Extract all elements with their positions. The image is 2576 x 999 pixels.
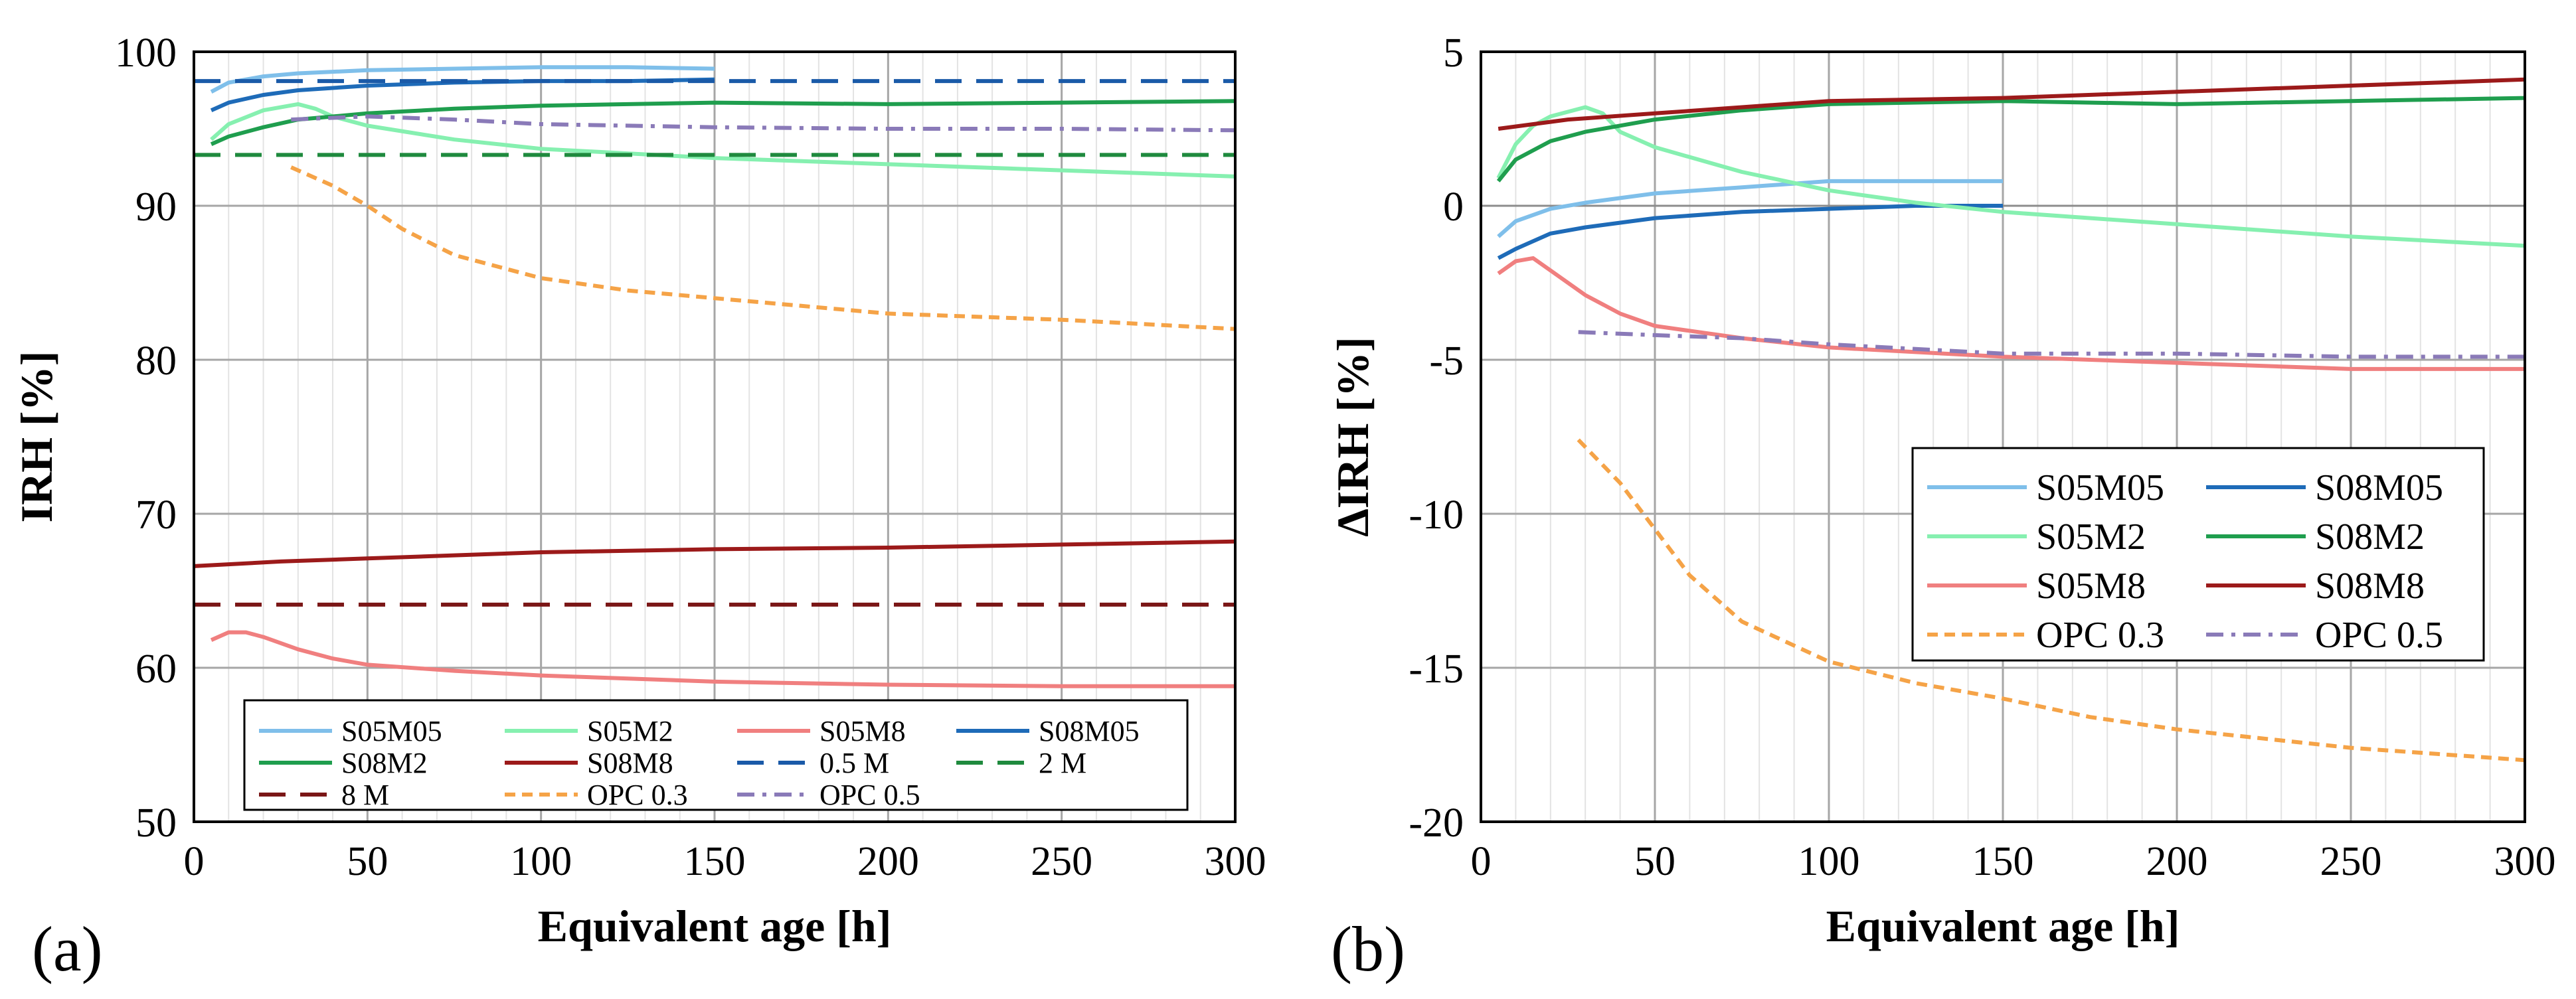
legend-box (1911, 447, 2485, 662)
x-tick-label: 0 (1471, 839, 1492, 884)
x-tick-label: 200 (857, 839, 919, 884)
legend-item-opc-0-3: OPC 0.3 (1927, 615, 2164, 656)
x-tick-label: 300 (1205, 839, 1266, 884)
series-line-s08m05 (1497, 204, 2003, 260)
legend-label: S08M2 (2315, 516, 2425, 558)
series-line-s05m8 (1497, 256, 2525, 371)
x-tick-label: 0 (184, 839, 205, 884)
x-tick-label: 250 (1031, 839, 1092, 884)
y-tick-label: 100 (115, 31, 177, 76)
legend-item-s08m2: S08M2 (259, 747, 428, 779)
panel-label: (a) (32, 913, 103, 984)
y-tick-label: 80 (135, 339, 177, 384)
series-line-s08m2 (1496, 96, 2526, 183)
y-tick-label: 5 (1443, 31, 1464, 76)
legend-label: S08M05 (1039, 715, 1140, 747)
y-tick-label: 60 (135, 647, 177, 692)
legend: S05M05 S05M2 S05M8 S08M05 S08M2 S08M8 0.5 M 2 M… (243, 699, 1189, 811)
legend-item-s08m8: S08M8 (505, 747, 673, 779)
series-line-s08m05 (210, 77, 715, 112)
legend-label: S05M05 (341, 715, 442, 747)
y-axis-label: IRH [%] (11, 351, 62, 523)
legend-label: OPC 0.3 (2036, 615, 2164, 656)
series-line-s05m2 (210, 102, 1236, 179)
series-line-opc-0-3 (290, 165, 1236, 331)
legend-label: S08M2 (341, 747, 428, 779)
x-tick-label: 50 (1634, 839, 1675, 884)
plot-frame (1480, 50, 2526, 823)
y-tick-label: 70 (135, 493, 177, 538)
series-line-s05m05 (1497, 179, 2003, 238)
series-group (1496, 77, 2526, 763)
legend-label: 2 M (1039, 747, 1086, 779)
grid (194, 52, 1235, 822)
legend-item-s08m05: S08M05 (956, 715, 1140, 747)
series-line-s05m8 (210, 630, 1235, 688)
legend-label: OPC 0.5 (819, 779, 920, 811)
legend-label: S05M2 (2036, 516, 2146, 558)
legend-label: S08M8 (2315, 566, 2425, 607)
legend-label: S08M05 (2315, 467, 2443, 508)
legend-label: S08M8 (587, 747, 673, 779)
legend-item-s05m2: S05M2 (505, 715, 673, 747)
x-tick-label: 100 (1798, 839, 1860, 884)
series-line-s08m2 (210, 99, 1236, 146)
y-tick-label: 0 (1443, 185, 1464, 230)
plot-frame (193, 50, 1237, 823)
y-tick-label: -15 (1409, 647, 1464, 692)
legend-item-s05m8: S05M8 (1927, 566, 2146, 607)
legend-item-s05m2: S05M2 (1927, 516, 2146, 558)
series-group (193, 65, 1236, 688)
legend-label: OPC 0.3 (587, 779, 688, 811)
y-tick-label: -20 (1409, 801, 1464, 846)
y-tick-label: 90 (135, 185, 177, 230)
y-tick-label: -5 (1429, 339, 1464, 384)
legend-item-s08m05: S08M05 (2206, 467, 2443, 508)
legend-item-s08m8: S08M8 (2206, 566, 2425, 607)
legend-item-opc-0-5: OPC 0.5 (737, 779, 920, 811)
legend-label: S05M8 (2036, 566, 2146, 607)
legend-item-s05m05: S05M05 (1927, 467, 2164, 508)
series-line-opc-0-3 (1577, 438, 2526, 763)
series-line-s08m8 (1498, 77, 2526, 131)
x-tick-label: 100 (510, 839, 572, 884)
legend-label: OPC 0.5 (2315, 615, 2443, 656)
x-tick-label: 150 (1972, 839, 2034, 884)
x-tick-label: 50 (347, 839, 388, 884)
series-line-opc-0-5 (1578, 330, 2525, 359)
x-axis-label: Equivalent age [h] (1826, 901, 2180, 951)
series-line-s08m8 (193, 539, 1236, 568)
legend-label: S05M2 (587, 715, 673, 747)
panel-label: (b) (1331, 913, 1405, 984)
y-axis-label: ΔIRH [%] (1328, 337, 1378, 536)
x-tick-label: 300 (2494, 839, 2556, 884)
series-line-opc-0-5 (291, 114, 1236, 133)
y-tick-label: -10 (1409, 493, 1464, 538)
legend-item-s05m05: S05M05 (259, 715, 442, 747)
tick-labels: 0 50 100 150 200 250 300 -20 -15 -10 -5 0 5 (1409, 31, 2555, 884)
x-tick-label: 200 (2146, 839, 2208, 884)
legend-item-opc-0-3: OPC 0.3 (505, 779, 688, 811)
x-tick-label: 150 (684, 839, 746, 884)
legend-item-2-m: 2 M (956, 747, 1086, 779)
x-tick-label: 250 (2320, 839, 2382, 884)
legend-item-0-5-m: 0.5 M (737, 747, 889, 779)
legend-item-s08m2: S08M2 (2206, 516, 2425, 558)
legend-label: S05M05 (2036, 467, 2164, 508)
chart-panel-b: 0 50 100 150 200 250 300 -20 -15 -10 -5 0 5 Equivalen… (1328, 31, 2556, 984)
x-axis-label: Equivalent age [h] (538, 901, 892, 951)
legend-item-8-m: 8 M (259, 779, 389, 811)
legend-item-s05m8: S05M8 (737, 715, 906, 747)
legend-label: 0.5 M (819, 747, 889, 779)
legend-label: 8 M (341, 779, 389, 811)
legend-item-opc-0-5: OPC 0.5 (2206, 615, 2443, 656)
chart-panel-a: 0 50 100 150 200 250 3005060708090100Equivalen… (11, 31, 1266, 984)
legend-box (243, 699, 1189, 811)
y-tick-label: 50 (135, 801, 177, 846)
legend-label: S05M8 (819, 715, 906, 747)
legend: S05M05 S08M05 S05M2 S08M2 S05M8 S08M8 OPC 0.3 O… (1911, 447, 2485, 662)
